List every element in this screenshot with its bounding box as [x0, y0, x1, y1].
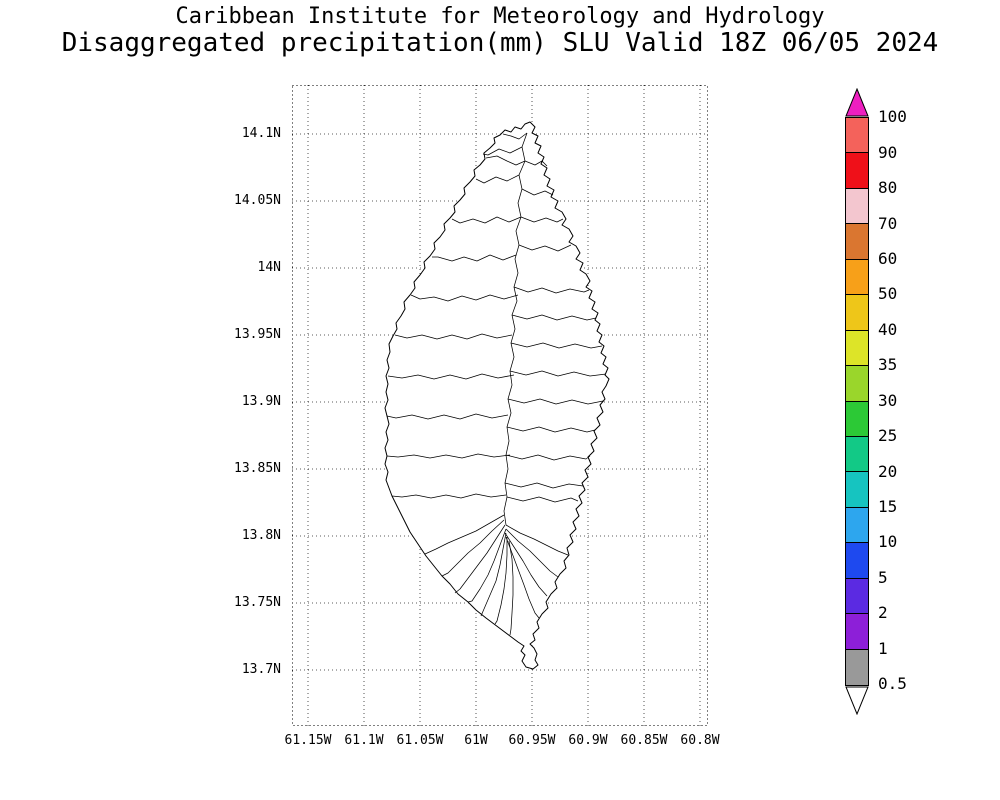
colorbar-tick-label: 5 — [878, 567, 888, 587]
colorbar-tick-label: 10 — [878, 532, 898, 552]
colorbar-band — [846, 543, 868, 579]
watershed-divide-main — [503, 132, 528, 526]
colorbar-tick-label: 100 — [878, 107, 907, 127]
colorbar-band — [846, 472, 868, 508]
colorbar-band — [846, 507, 868, 544]
longitude-tick-label: 60.9W — [568, 733, 608, 748]
colorbar-band — [846, 330, 868, 367]
colorbar-band — [846, 401, 868, 437]
plot-title: Disaggregated precipitation(mm) SLU Vali… — [61, 28, 939, 58]
colorbar-arrow-up-shape — [845, 88, 869, 117]
colorbar-tick-label: 2 — [878, 603, 888, 623]
colorbar-tick-label: 0.5 — [878, 674, 907, 694]
longitude-tick-label: 61.1W — [344, 733, 384, 748]
colorbar-band — [846, 224, 868, 260]
watershed-boundaries-east — [504, 160, 607, 619]
colorbar-band — [846, 649, 868, 685]
latitude-tick-label: 13.9N — [241, 394, 281, 409]
colorbar-tick-label: 50 — [878, 284, 898, 304]
colorbar-tick-label: 60 — [878, 248, 898, 268]
colorbar-band — [846, 259, 868, 296]
latitude-axis: 14.1N 14.05N 14N 13.95N 13.9N 13.85N 13.… — [205, 100, 287, 703]
coastline — [384, 121, 610, 670]
colorbar-band — [846, 366, 868, 402]
latitude-tick-label: 13.85N — [234, 461, 281, 476]
colorbar-band — [846, 295, 868, 331]
latitude-tick-label: 13.8N — [241, 528, 281, 543]
colorbar-band — [846, 118, 868, 154]
colorbar-arrow-down-icon — [845, 686, 869, 715]
longitude-tick-label: 60.85W — [620, 733, 668, 748]
saint-lucia-island — [384, 121, 610, 670]
latitude-tick-label: 13.7N — [241, 662, 281, 677]
colorbar-tick-label: 70 — [878, 213, 898, 233]
colorbar-band — [846, 436, 868, 473]
colorbar-scale-labels: 100 90 80 70 60 50 40 35 30 25 20 15 10 … — [878, 99, 907, 701]
longitude-tick-label: 60.8W — [680, 733, 720, 748]
colorbar-tick-label: 15 — [878, 497, 898, 517]
longitude-tick-label: 60.95W — [508, 733, 556, 748]
colorbar-arrow-up-icon — [845, 88, 869, 117]
latitude-tick-label: 13.75N — [234, 595, 281, 610]
longitude-tick-label: 61.15W — [284, 733, 332, 748]
colorbar-band — [846, 153, 868, 189]
longitude-tick-label: 61W — [464, 733, 488, 748]
colorbar-tick-label: 1 — [878, 638, 888, 658]
colorbar-tick-label: 80 — [878, 178, 898, 198]
map-plot — [292, 85, 708, 726]
institute-title: Caribbean Institute for Meteorology and … — [175, 4, 825, 29]
colorbar-arrow-down-shape — [845, 686, 869, 715]
colorbar-band — [846, 188, 868, 225]
colorbar-tick-label: 20 — [878, 461, 898, 481]
colorbar-band — [846, 578, 868, 615]
longitude-axis: 61.15W 61.1W 61.05W 61W 60.95W 60.9W 60.… — [280, 733, 728, 748]
latitude-tick-label: 13.95N — [234, 327, 281, 342]
latitude-tick-label: 14.05N — [234, 193, 281, 208]
latitude-tick-label: 14N — [257, 260, 281, 275]
colorbar-tick-label: 40 — [878, 319, 898, 339]
watershed-boundaries-west — [386, 132, 528, 636]
longitude-tick-label: 61.05W — [396, 733, 444, 748]
colorbar-tick-label: 30 — [878, 390, 898, 410]
colorbar-bands — [845, 117, 869, 686]
colorbar-tick-label: 35 — [878, 355, 898, 375]
colorbar-tick-label: 90 — [878, 142, 898, 162]
precipitation-colorbar — [845, 88, 869, 715]
colorbar-band — [846, 614, 868, 650]
latitude-tick-label: 14.1N — [241, 126, 281, 141]
colorbar-tick-label: 25 — [878, 426, 898, 446]
